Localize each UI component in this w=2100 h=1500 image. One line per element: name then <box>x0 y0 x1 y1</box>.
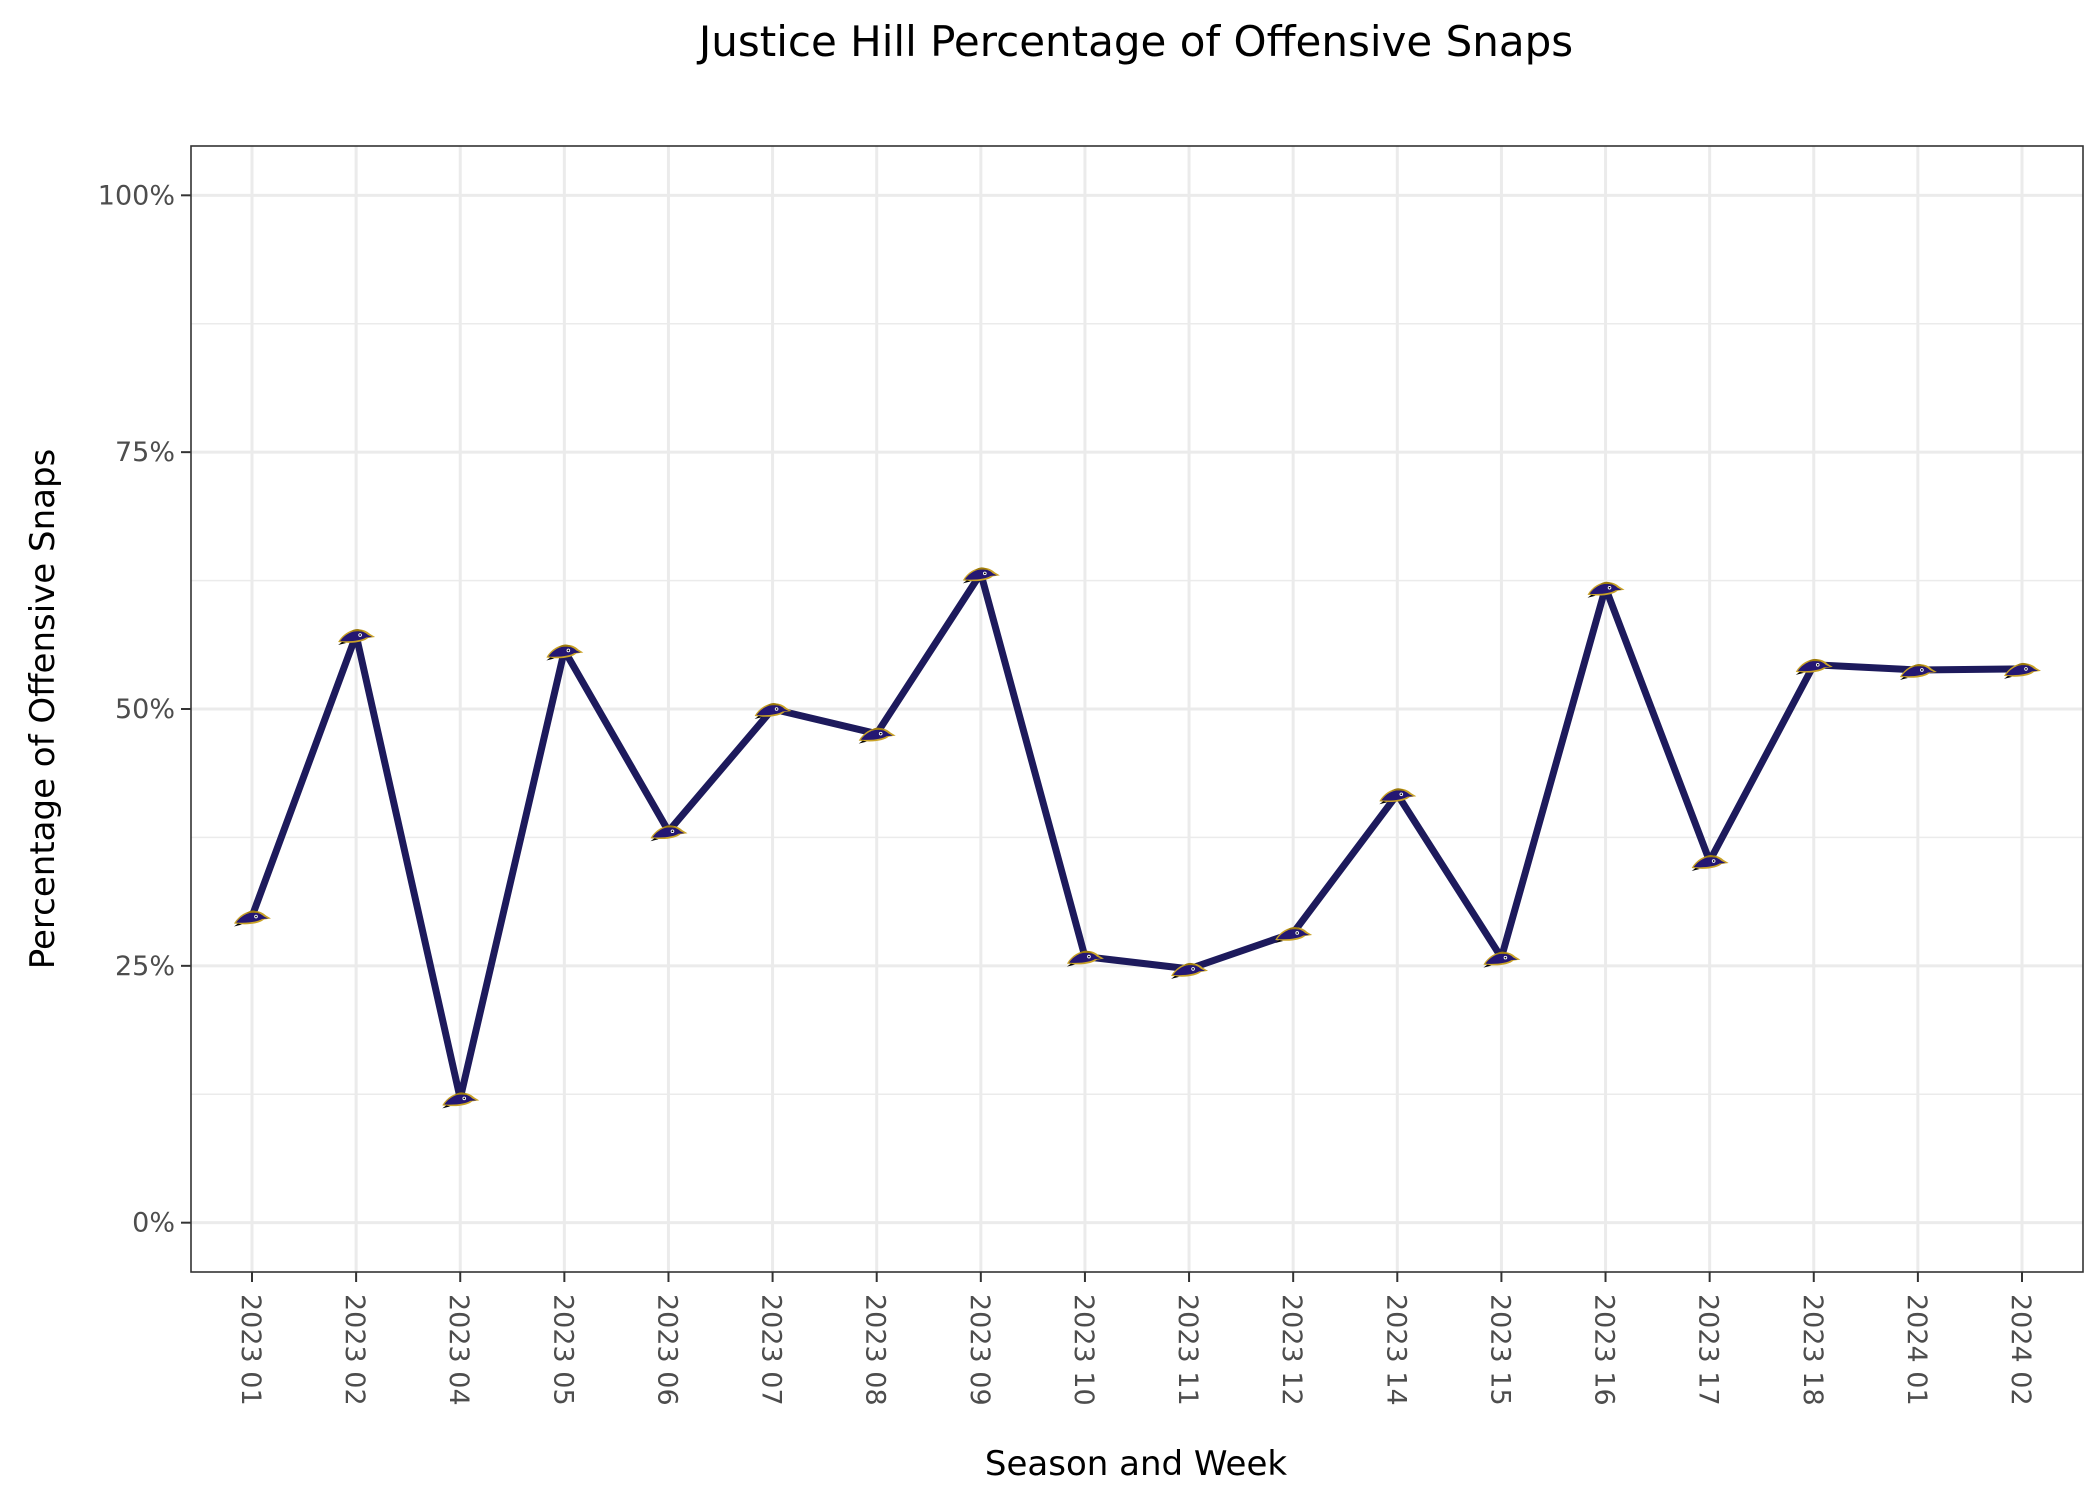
major-gridlines <box>191 146 2083 1272</box>
x-tick-label: 2024 02 <box>2005 1294 2036 1406</box>
x-tick-label: 2023 04 <box>443 1294 474 1406</box>
x-tick-label: 2023 11 <box>1172 1294 1203 1406</box>
x-tick-label: 2023 12 <box>1276 1294 1307 1406</box>
minor-gridlines <box>191 322 2083 1096</box>
series-line <box>248 569 2026 1102</box>
y-tick-label: 0% <box>132 1208 175 1239</box>
x-tick-label: 2023 10 <box>1068 1294 1099 1406</box>
x-tick-label: 2023 18 <box>1797 1294 1828 1406</box>
x-axis-title: Season and Week <box>985 1444 1287 1484</box>
y-axis: 0% 25% 50% 75% 100% <box>98 180 191 1239</box>
y-tick-label: 75% <box>115 437 175 468</box>
x-tick-label: 2023 15 <box>1484 1294 1515 1406</box>
y-tick-label: 100% <box>98 180 175 211</box>
y-tick-label: 50% <box>115 694 175 725</box>
x-tick-label: 2024 01 <box>1901 1294 1932 1406</box>
x-axis: 2023 01 2023 02 2023 04 2023 05 2023 06 2023 … <box>235 1272 2036 1406</box>
x-tick-label: 2023 14 <box>1380 1294 1411 1406</box>
x-tick-label: 2023 01 <box>235 1294 266 1406</box>
x-tick-label: 2023 16 <box>1589 1294 1620 1406</box>
y-axis-title: Percentage of Offensive Snaps <box>23 449 63 970</box>
x-tick-label: 2023 06 <box>651 1294 682 1406</box>
x-tick-label: 2023 07 <box>756 1294 787 1406</box>
x-tick-label: 2023 17 <box>1693 1294 1724 1406</box>
x-tick-label: 2023 05 <box>547 1294 578 1406</box>
y-tick-label: 25% <box>115 951 175 982</box>
x-tick-label: 2023 08 <box>860 1294 891 1406</box>
chart-title: Justice Hill Percentage of Offensive Sna… <box>696 17 1573 66</box>
snap-percentage-line <box>248 569 2026 1102</box>
x-tick-label: 2023 02 <box>339 1294 370 1406</box>
x-tick-label: 2023 09 <box>964 1294 995 1406</box>
plot-panel <box>190 145 2084 1273</box>
